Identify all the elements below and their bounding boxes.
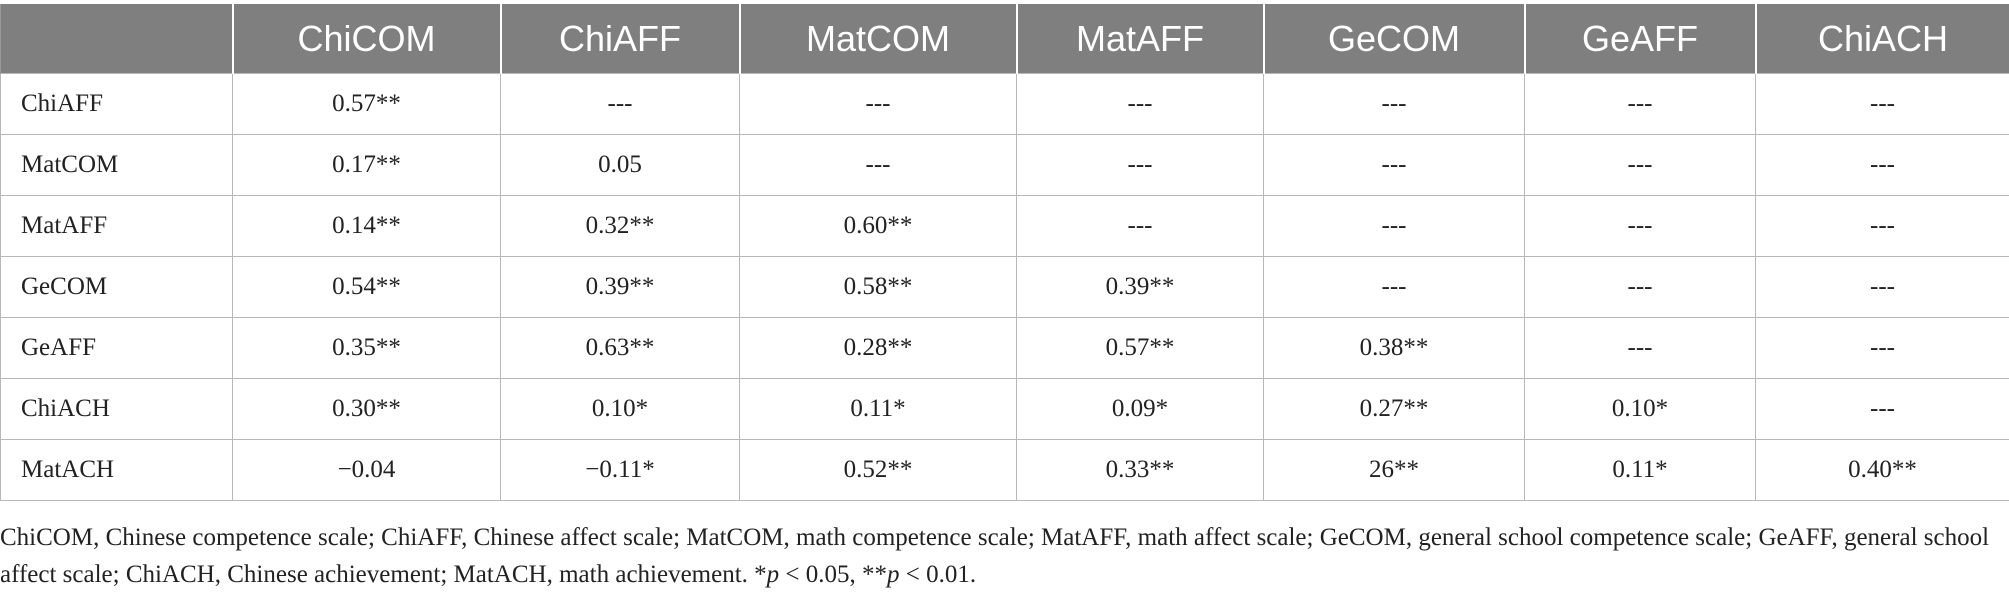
col-header-matcom: MatCOM	[738, 4, 1017, 74]
table-cell: 0.52**	[739, 439, 1017, 501]
row-label: MatCOM	[0, 134, 233, 196]
table-cell: ---	[1755, 134, 2009, 196]
row-label: ChiACH	[0, 378, 233, 440]
table-cell: ---	[1755, 378, 2009, 440]
table-cell: ---	[1524, 134, 1756, 196]
table-cell: 0.33**	[1016, 439, 1264, 501]
table-cell: ---	[1524, 73, 1756, 135]
table-cell: ---	[1263, 195, 1525, 257]
table-cell: ---	[1524, 317, 1756, 379]
table-cell: 0.09*	[1016, 378, 1264, 440]
table-cell: −0.04	[232, 439, 501, 501]
table-cell: 0.10*	[1524, 378, 1756, 440]
table-row: MatCOM 0.17** 0.05 --- --- --- --- ---	[0, 134, 2009, 196]
table-cell: ---	[1263, 73, 1525, 135]
col-header-chiach: ChiACH	[1754, 4, 2009, 74]
table-row: MatACH −0.04 −0.11* 0.52** 0.33** 26** 0…	[0, 439, 2009, 501]
table-cell: 0.58**	[739, 256, 1017, 318]
table-cell: ---	[1524, 195, 1756, 257]
header-corner	[0, 4, 233, 74]
col-header-gecom: GeCOM	[1262, 4, 1525, 74]
table-cell: ---	[1524, 256, 1756, 318]
table-cell: 0.11*	[739, 378, 1017, 440]
table-cell: ---	[1016, 195, 1264, 257]
table-cell: ---	[500, 73, 740, 135]
table-cell: ---	[739, 134, 1017, 196]
table-cell: 0.60**	[739, 195, 1017, 257]
table-row: GeCOM 0.54** 0.39** 0.58** 0.39** --- --…	[0, 256, 2009, 318]
table-footnote: ChiCOM, Chinese competence scale; ChiAFF…	[0, 519, 2000, 593]
table-cell: 0.57**	[232, 73, 501, 135]
table-cell: 0.14**	[232, 195, 501, 257]
table-cell: ---	[1755, 317, 2009, 379]
table-cell: ---	[1016, 73, 1264, 135]
table-cell: 0.10*	[500, 378, 740, 440]
table-cell: 0.39**	[500, 256, 740, 318]
table-row: ChiACH 0.30** 0.10* 0.11* 0.09* 0.27** 0…	[0, 378, 2009, 440]
footnote-p-symbol: p	[766, 561, 780, 588]
col-header-mataff: MatAFF	[1015, 4, 1264, 74]
table-cell: 0.27**	[1263, 378, 1525, 440]
table-cell: 0.54**	[232, 256, 501, 318]
table-cell: −0.11*	[500, 439, 740, 501]
row-label: MatAFF	[0, 195, 233, 257]
col-header-chiaff: ChiAFF	[499, 4, 740, 74]
table-cell: ---	[1755, 73, 2009, 135]
footnote-threshold-2: < 0.01.	[899, 561, 977, 588]
table-cell: 26**	[1263, 439, 1525, 501]
col-header-chicom: ChiCOM	[231, 4, 501, 74]
row-label: ChiAFF	[0, 73, 233, 135]
correlation-table: ChiCOM ChiAFF MatCOM MatAFF GeCOM GeAFF …	[0, 4, 2009, 501]
footnote-threshold-1: < 0.05, **	[779, 561, 888, 588]
row-label: GeAFF	[0, 317, 233, 379]
table-cell: ---	[1755, 195, 2009, 257]
table-cell: ---	[1263, 256, 1525, 318]
table-row: MatAFF 0.14** 0.32** 0.60** --- --- --- …	[0, 195, 2009, 257]
table-cell: ---	[1755, 256, 2009, 318]
table-cell: 0.28**	[739, 317, 1017, 379]
table-row: GeAFF 0.35** 0.63** 0.28** 0.57** 0.38**…	[0, 317, 2009, 379]
table-cell: 0.63**	[500, 317, 740, 379]
table-cell: 0.30**	[232, 378, 501, 440]
table-cell: 0.11*	[1524, 439, 1756, 501]
table-cell: 0.57**	[1016, 317, 1264, 379]
table-cell: 0.38**	[1263, 317, 1525, 379]
table-row: ChiAFF 0.57** --- --- --- --- --- ---	[0, 73, 2009, 135]
table-cell: 0.39**	[1016, 256, 1264, 318]
table-cell: ---	[739, 73, 1017, 135]
row-label: MatACH	[0, 439, 233, 501]
table-cell: 0.32**	[500, 195, 740, 257]
table-cell: 0.40**	[1755, 439, 2009, 501]
row-label: GeCOM	[0, 256, 233, 318]
col-header-geaff: GeAFF	[1523, 4, 1756, 74]
correlation-table-container: ChiCOM ChiAFF MatCOM MatAFF GeCOM GeAFF …	[0, 4, 2009, 501]
table-cell: ---	[1263, 134, 1525, 196]
table-cell: ---	[1016, 134, 1264, 196]
table-cell: 0.05	[500, 134, 740, 196]
header-row: ChiCOM ChiAFF MatCOM MatAFF GeCOM GeAFF …	[0, 4, 2009, 74]
table-cell: 0.35**	[232, 317, 501, 379]
footnote-p-symbol: p	[887, 561, 900, 588]
footnote-text: ChiCOM, Chinese competence scale; ChiAFF…	[0, 524, 1990, 588]
table-cell: 0.17**	[232, 134, 501, 196]
